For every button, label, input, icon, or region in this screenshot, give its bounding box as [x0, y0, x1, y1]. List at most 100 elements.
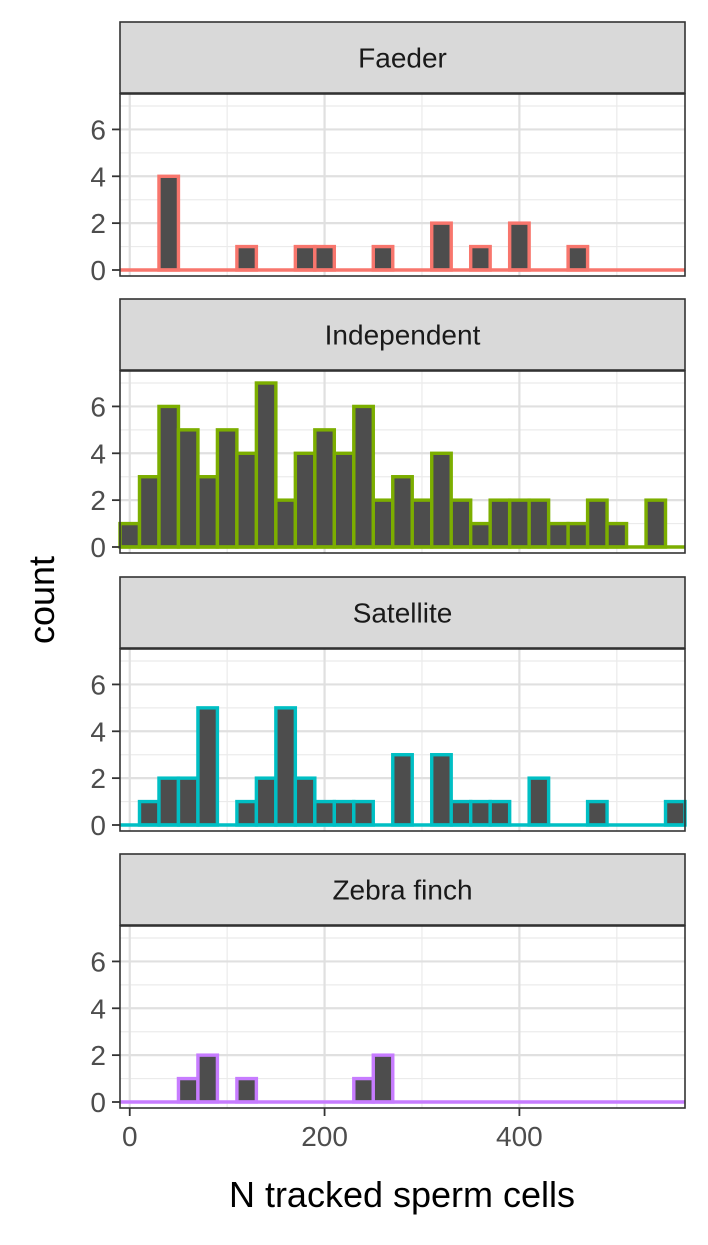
panel-border	[119, 925, 686, 1109]
bar-zebra-finch	[371, 1053, 395, 1104]
bar-independent	[235, 451, 259, 549]
bar-satellite	[254, 776, 278, 827]
x-tick-label: 400	[496, 1121, 543, 1152]
panel-border	[119, 370, 686, 554]
y-tick-label: 4	[90, 161, 106, 192]
facet-satellite: Satellite 0 2 4 6	[90, 576, 687, 841]
bar-satellite	[176, 776, 200, 827]
bar-faeder	[468, 244, 492, 272]
bar-independent	[215, 428, 239, 549]
x-axis-title: N tracked sperm cells	[229, 1174, 575, 1215]
bar-satellite	[313, 799, 337, 827]
bar-independent	[566, 521, 590, 549]
bar-satellite	[449, 799, 473, 827]
y-tick-label: 0	[90, 810, 106, 841]
bar-independent	[488, 498, 512, 549]
bar-independent	[644, 498, 668, 549]
bar-independent	[293, 451, 317, 549]
bar-zebra-finch	[176, 1076, 200, 1104]
bar-faeder	[235, 244, 259, 272]
bar-satellite	[391, 753, 414, 827]
x-tick-label: 0	[122, 1121, 138, 1152]
bar-independent	[118, 521, 142, 549]
strip-label: Zebra finch	[332, 875, 472, 906]
y-tick-label: 6	[90, 114, 106, 145]
y-tick-label: 0	[90, 255, 106, 286]
y-tick-label: 0	[90, 532, 106, 563]
bar-zebra-finch	[196, 1053, 220, 1104]
bar-independent	[391, 475, 414, 549]
strip-satellite	[119, 576, 686, 649]
y-tick-label: 6	[90, 946, 106, 977]
panel-background	[120, 94, 685, 276]
panel-border	[119, 93, 686, 277]
y-tick-label: 2	[90, 1040, 106, 1071]
bar-satellite	[468, 799, 492, 827]
bar-faeder	[157, 174, 181, 272]
strip-faeder	[119, 21, 686, 94]
x-tick-label: 200	[301, 1121, 348, 1152]
strip-label: Independent	[325, 320, 481, 351]
strip-label: Satellite	[353, 598, 453, 629]
facet-zebra-finch: Zebra finch 0 2 4 6	[90, 853, 686, 1118]
strip-independent	[119, 298, 686, 371]
bar-faeder	[566, 244, 590, 272]
strip-zebra-finch	[119, 853, 686, 926]
bar-independent	[468, 521, 492, 549]
bar-zebra-finch	[352, 1076, 375, 1104]
bar-satellite	[196, 706, 220, 827]
y-tick-label: 2	[90, 208, 106, 239]
bar-satellite	[352, 799, 375, 827]
y-axis-title: count	[21, 556, 62, 644]
bar-satellite	[235, 799, 259, 827]
bar-satellite	[430, 753, 453, 827]
bar-independent	[507, 498, 531, 549]
panel-border	[119, 648, 686, 832]
bar-independent	[196, 475, 220, 549]
bar-faeder	[371, 244, 395, 272]
bar-satellite	[137, 799, 161, 827]
bar-zebra-finch	[235, 1076, 259, 1104]
strip-label: Faeder	[358, 43, 447, 74]
bar-satellite	[274, 706, 298, 827]
bar-faeder	[430, 221, 453, 272]
bar-independent	[157, 404, 181, 549]
bar-independent	[449, 498, 473, 549]
bar-independent	[585, 498, 609, 549]
bar-independent	[352, 404, 375, 549]
bar-independent	[371, 498, 395, 549]
bar-independent	[527, 498, 551, 549]
bar-independent	[410, 498, 434, 549]
bar-satellite	[157, 776, 181, 827]
bar-satellite	[527, 776, 551, 827]
bar-independent	[137, 475, 161, 549]
bar-independent	[176, 428, 200, 549]
bar-satellite	[332, 799, 356, 827]
y-tick-label: 2	[90, 485, 106, 516]
y-tick-label: 4	[90, 716, 106, 747]
bar-faeder	[507, 221, 531, 272]
bar-satellite	[663, 799, 687, 827]
facet-panels: Faeder0246Independent0246Satellite0246Ze…	[90, 21, 687, 1118]
bar-satellite	[488, 799, 512, 827]
bar-independent	[254, 381, 278, 549]
bar-faeder	[293, 244, 317, 272]
bar-independent	[313, 428, 337, 549]
facet-faeder: Faeder 0 2 4 6	[90, 21, 686, 286]
bar-independent	[274, 498, 298, 549]
bar-faeder	[313, 244, 337, 272]
bar-independent	[605, 521, 629, 549]
y-tick-label: 0	[90, 1087, 106, 1118]
facet-independent: Independent 0 2 4 6	[90, 298, 686, 563]
y-tick-label: 4	[90, 993, 106, 1024]
x-axis: 0 200 400	[122, 1108, 543, 1152]
bar-satellite	[293, 776, 317, 827]
y-tick-label: 4	[90, 438, 106, 469]
bar-satellite	[585, 799, 609, 827]
y-tick-label: 2	[90, 763, 106, 794]
bar-independent	[430, 451, 453, 549]
bar-independent	[332, 451, 356, 549]
y-tick-label: 6	[90, 391, 106, 422]
